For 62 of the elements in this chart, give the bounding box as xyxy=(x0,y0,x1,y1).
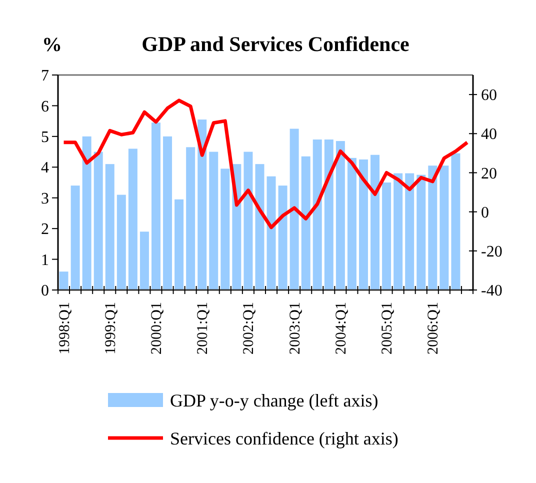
bar xyxy=(116,194,126,290)
bar xyxy=(244,152,253,290)
bar xyxy=(209,152,218,290)
bar xyxy=(336,141,345,290)
x-tick-label: 2002:Q1 xyxy=(241,302,258,354)
y-tick-label: 0 xyxy=(41,282,49,300)
bar xyxy=(440,166,449,290)
y-tick-label: 3 xyxy=(41,190,49,208)
x-tick-label: 2003:Q1 xyxy=(287,302,304,354)
bar xyxy=(416,174,426,290)
line-series xyxy=(62,98,469,230)
bar xyxy=(186,147,196,290)
bar xyxy=(382,182,392,290)
x-tick-label: 1999:Q1 xyxy=(102,302,119,354)
bar xyxy=(278,186,288,290)
bar xyxy=(82,136,92,290)
y2-tick-label: -20 xyxy=(481,244,502,261)
chart-title: GDP and Services Confidence xyxy=(142,32,410,56)
y-tick-label: 2 xyxy=(41,221,49,238)
bar xyxy=(428,166,438,290)
legend-label: Services confidence (right axis) xyxy=(170,428,398,448)
bar xyxy=(347,158,356,290)
y2-tick-label: 20 xyxy=(481,165,497,182)
bar xyxy=(394,173,403,290)
y2-tick-label: 60 xyxy=(481,87,497,104)
bar xyxy=(198,120,207,290)
y2-tick-label: -40 xyxy=(481,282,502,300)
bar xyxy=(220,168,230,290)
y2-tick-label: 0 xyxy=(481,204,489,222)
y-axis-title: % xyxy=(42,34,62,56)
bar xyxy=(451,153,460,290)
x-tick-label: 1998:Q1 xyxy=(56,302,73,354)
y2-tick-label: 40 xyxy=(481,126,497,144)
bar xyxy=(70,186,80,290)
bar xyxy=(405,173,414,290)
bar xyxy=(128,148,138,290)
bar xyxy=(163,136,172,290)
legend-label: GDP y-o-y change (left axis) xyxy=(170,390,378,410)
bar xyxy=(358,159,368,290)
x-tick-label: 2005:Q1 xyxy=(380,302,396,354)
bar xyxy=(151,122,160,290)
x-tick-label: 2001:Q1 xyxy=(195,302,212,354)
bar xyxy=(174,199,184,290)
bar xyxy=(290,128,299,290)
bar xyxy=(94,152,103,290)
bar xyxy=(105,164,114,290)
bar xyxy=(370,154,380,290)
x-tick-label: 2000:Q1 xyxy=(148,302,165,354)
bar xyxy=(312,140,322,290)
bar xyxy=(324,140,334,290)
bar xyxy=(266,176,276,290)
y-tick-label: 4 xyxy=(41,160,49,177)
y-tick-label: 1 xyxy=(41,252,49,269)
y-tick-label: 5 xyxy=(41,129,49,146)
x-tick-label: 2006:Q1 xyxy=(426,302,442,354)
bar xyxy=(301,156,310,290)
bar xyxy=(140,232,149,290)
bar xyxy=(59,272,68,290)
bar xyxy=(255,164,264,290)
y-tick-label: 7 xyxy=(41,68,49,85)
x-tick-label: 2004:Q1 xyxy=(333,302,350,354)
y-tick-label: 6 xyxy=(41,98,49,116)
